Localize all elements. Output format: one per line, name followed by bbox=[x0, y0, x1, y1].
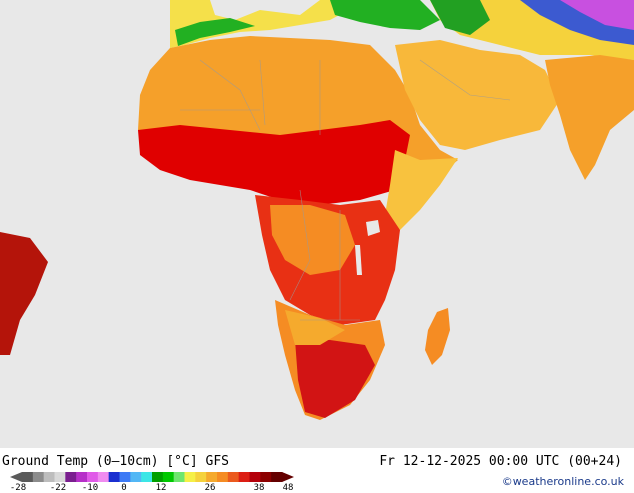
legend-swatch bbox=[271, 472, 283, 482]
legend-swatch bbox=[108, 472, 120, 482]
europe-green-band bbox=[175, 18, 255, 46]
legend-arrow-right bbox=[282, 472, 294, 482]
legend-tick-label: 26 bbox=[204, 483, 216, 493]
kalahari-orange bbox=[285, 310, 345, 345]
map-footer: Ground Temp (0–10cm) [°C] GFS Fr 12-12-2… bbox=[0, 448, 634, 493]
legend-tick-label: -10 bbox=[81, 483, 99, 493]
india-land bbox=[545, 55, 634, 180]
map-title: Ground Temp (0–10cm) [°C] GFS bbox=[2, 454, 229, 469]
color-legend bbox=[10, 472, 294, 482]
legend-swatch bbox=[87, 472, 99, 482]
legend-tick-label: 0 bbox=[121, 483, 127, 493]
temperature-map bbox=[0, 0, 634, 448]
south-africa-hot bbox=[295, 340, 375, 418]
congo-orange bbox=[270, 205, 355, 275]
legend-swatch bbox=[43, 472, 55, 482]
madagascar-land bbox=[425, 308, 450, 365]
country-borders bbox=[180, 59, 511, 321]
himalaya-purple bbox=[560, 0, 634, 30]
legend-swatch bbox=[217, 472, 229, 482]
lake-victoria bbox=[366, 220, 380, 236]
legend-swatch bbox=[238, 472, 250, 482]
legend-swatch bbox=[173, 472, 185, 482]
legend-swatch bbox=[54, 472, 66, 482]
sahel-hot-band bbox=[138, 120, 410, 205]
legend-tick-label: 38 bbox=[253, 483, 265, 493]
legend-swatch bbox=[195, 472, 207, 482]
anatolia-land bbox=[330, 0, 440, 30]
legend-tick-label: 48 bbox=[282, 483, 294, 493]
legend-swatch bbox=[65, 472, 77, 482]
legend-swatch bbox=[249, 472, 261, 482]
arabia-land bbox=[395, 40, 560, 150]
legend-swatch bbox=[206, 472, 218, 482]
south-america-land bbox=[0, 232, 48, 355]
legend-tick-label: -22 bbox=[49, 483, 67, 493]
legend-tick-label: 12 bbox=[155, 483, 167, 493]
legend-arrow-left bbox=[10, 472, 22, 482]
site-credit-link[interactable]: ©weatheronline.co.uk bbox=[501, 475, 624, 488]
horn-of-africa bbox=[385, 150, 458, 230]
legend-swatch bbox=[130, 472, 142, 482]
legend-swatch bbox=[184, 472, 196, 482]
lake-tanganyika bbox=[355, 245, 362, 275]
legend-swatch bbox=[141, 472, 153, 482]
legend-swatch bbox=[227, 472, 240, 482]
map-canvas bbox=[0, 0, 634, 420]
legend-swatch bbox=[22, 472, 34, 482]
europe-north-land bbox=[170, 0, 345, 48]
legend-tick-label: -28 bbox=[9, 483, 27, 493]
legend-swatch bbox=[152, 472, 164, 482]
legend-swatch bbox=[32, 472, 45, 482]
caspian-green bbox=[430, 0, 490, 35]
legend-swatch bbox=[97, 472, 110, 482]
legend-swatch bbox=[119, 472, 131, 482]
forecast-date: Fr 12-12-2025 00:00 UTC (00+24) bbox=[379, 454, 622, 469]
legend-swatch bbox=[162, 472, 175, 482]
legend-swatch bbox=[260, 472, 272, 482]
legend-swatch bbox=[76, 472, 88, 482]
